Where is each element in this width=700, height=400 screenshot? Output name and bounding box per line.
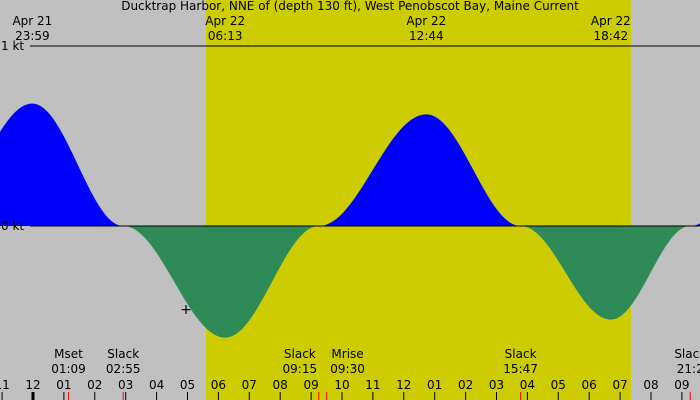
ebb-area	[521, 226, 691, 320]
x-tick-label: 02	[87, 378, 102, 392]
event-label: Mset	[54, 347, 83, 361]
x-tick-label: 09	[674, 378, 689, 392]
x-tick-label: 05	[551, 378, 566, 392]
event-label: Slack	[674, 347, 700, 361]
event-label: Slack	[107, 347, 139, 361]
extremum-time-label: 23:59	[15, 29, 50, 43]
x-tick-label: 03	[118, 378, 133, 392]
event-time: 21:2	[677, 362, 700, 376]
event-time: 02:55	[106, 362, 141, 376]
event-label: Mrise	[331, 347, 363, 361]
x-tick-label: 11	[365, 378, 380, 392]
x-tick-label: 09	[303, 378, 318, 392]
x-tick-label: 11	[0, 378, 10, 392]
event-time: 09:15	[283, 362, 318, 376]
x-tick-label: 07	[612, 378, 627, 392]
extremum-date-label: Apr 22	[591, 14, 631, 28]
x-tick-label: 01	[427, 378, 442, 392]
x-tick-label: 03	[489, 378, 504, 392]
x-tick-label: 06	[211, 378, 226, 392]
event-label: Slack	[505, 347, 537, 361]
x-tick-label: 01	[56, 378, 71, 392]
x-tick-label: 10	[334, 378, 349, 392]
extremum-date-label: Apr 22	[205, 14, 245, 28]
extremum-time-label: 06:13	[208, 29, 243, 43]
extremum-time-label: 18:42	[594, 29, 629, 43]
flood-area	[319, 114, 521, 226]
flood-area	[0, 103, 124, 226]
event-label: Slack	[284, 347, 316, 361]
event-time: 01:09	[51, 362, 86, 376]
y-tick-label-0kt: 0 kt	[1, 219, 24, 233]
y-tick-label-1kt: 1 kt	[1, 39, 24, 53]
x-tick-label: 06	[582, 378, 597, 392]
ebb-area	[124, 226, 319, 338]
x-tick-label: 07	[242, 378, 257, 392]
x-tick-label: 02	[458, 378, 473, 392]
x-tick-label: 04	[149, 378, 164, 392]
x-tick-label: 12	[25, 378, 40, 392]
extremum-date-label: Apr 21	[12, 14, 52, 28]
chart-title: Ducktrap Harbor, NNE of (depth 130 ft), …	[121, 0, 579, 13]
extremum-date-label: Apr 22	[406, 14, 446, 28]
x-tick-label: 08	[273, 378, 288, 392]
x-tick-label: 12	[396, 378, 411, 392]
event-time: 09:30	[330, 362, 365, 376]
x-tick-label: 05	[180, 378, 195, 392]
extremum-time-label: 12:44	[409, 29, 444, 43]
event-time: 15:47	[503, 362, 538, 376]
x-tick-label: 08	[643, 378, 658, 392]
cursor-crosshair: +	[180, 302, 192, 318]
flood-area	[691, 223, 700, 226]
x-tick-label: 04	[520, 378, 535, 392]
